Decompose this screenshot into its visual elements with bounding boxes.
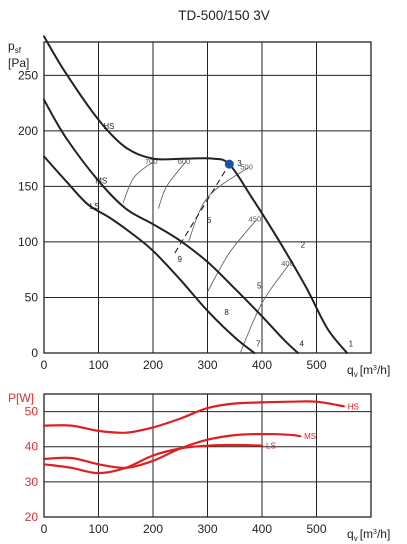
curve-point-label: 6 bbox=[207, 216, 212, 225]
pressure-series-label: LS bbox=[90, 202, 100, 211]
pressure-y-tick-label: 100 bbox=[18, 235, 38, 249]
pressure-y-tick-label: 250 bbox=[18, 68, 38, 82]
pressure-x-tick-label: 0 bbox=[41, 358, 48, 372]
power-plot: 0 100 200 300 400 500 20 30 40 50 HS MS LS bbox=[25, 393, 372, 536]
pressure-curve-ls bbox=[43, 155, 256, 354]
pressure-series-label: MS bbox=[95, 177, 107, 186]
pressure-axis-label: psf bbox=[8, 39, 22, 55]
curve-point-label: 1 bbox=[349, 339, 354, 348]
system-curve-500 bbox=[187, 167, 249, 243]
curve-point-label: 5 bbox=[257, 282, 262, 291]
power-x-tick-label: 200 bbox=[143, 522, 163, 536]
system-curve-600 bbox=[157, 161, 187, 209]
curve-point-label: 2 bbox=[301, 240, 306, 249]
system-curve-label: 500 bbox=[240, 163, 253, 172]
power-y-tick-label: 30 bbox=[25, 475, 39, 489]
operating-dashed-line bbox=[174, 163, 230, 254]
operating-point-label: 3 bbox=[237, 159, 242, 168]
system-curve-label: 400 bbox=[281, 259, 294, 268]
flow-axis-label-bottom: qv [m3/h] bbox=[347, 527, 390, 543]
pressure-curve-hs bbox=[43, 35, 348, 354]
power-axis-label: P[W] bbox=[8, 391, 34, 405]
power-series-label: HS bbox=[348, 402, 359, 411]
pressure-plot: 0 100 200 300 400 500 0 50 100 150 200 250 700 600 500… bbox=[18, 35, 372, 372]
power-y-tick-label: 20 bbox=[25, 510, 39, 524]
chart-title: TD-500/150 3V bbox=[178, 8, 270, 23]
pressure-y-tick-label: 150 bbox=[18, 179, 38, 193]
power-y-tick-label: 40 bbox=[25, 440, 39, 454]
system-curve-label: 450 bbox=[249, 215, 262, 224]
pressure-x-tick-label: 200 bbox=[143, 358, 163, 372]
system-curve-700 bbox=[122, 161, 154, 204]
power-x-tick-label: 400 bbox=[252, 522, 272, 536]
system-curve-label: 700 bbox=[145, 157, 158, 166]
power-series-label: LS bbox=[266, 442, 276, 451]
power-x-tick-label: 0 bbox=[41, 522, 48, 536]
pressure-curve-ms bbox=[43, 98, 299, 354]
pressure-x-tick-label: 400 bbox=[252, 358, 272, 372]
power-curve-hs bbox=[42, 400, 345, 434]
pressure-series-label: HS bbox=[103, 122, 114, 131]
flow-axis-label-top: qv [m3/h] bbox=[347, 363, 390, 379]
power-x-tick-label: 100 bbox=[88, 522, 108, 536]
operating-point-marker bbox=[224, 159, 234, 169]
system-curve-label: 600 bbox=[178, 157, 191, 166]
pressure-y-tick-label: 0 bbox=[31, 346, 38, 360]
system-curve-450 bbox=[207, 219, 257, 293]
power-x-tick-label: 300 bbox=[197, 522, 217, 536]
pressure-y-tick-label: 200 bbox=[18, 124, 38, 138]
power-y-tick-label: 50 bbox=[25, 405, 39, 419]
pressure-x-tick-label: 100 bbox=[88, 358, 108, 372]
curve-point-label: 9 bbox=[177, 255, 182, 264]
curve-point-label: 4 bbox=[300, 339, 305, 348]
power-curve-ls bbox=[42, 443, 264, 475]
curve-point-label: 8 bbox=[224, 308, 229, 317]
power-x-tick-label: 500 bbox=[306, 522, 326, 536]
curve-point-label: 7 bbox=[256, 339, 261, 348]
pressure-x-tick-label: 300 bbox=[197, 358, 217, 372]
power-series-label: MS bbox=[304, 432, 316, 441]
system-curve-400 bbox=[239, 263, 290, 354]
pressure-axis-unit: [Pa] bbox=[8, 56, 29, 70]
pressure-x-tick-label: 500 bbox=[306, 358, 326, 372]
pressure-y-tick-label: 50 bbox=[25, 290, 39, 304]
